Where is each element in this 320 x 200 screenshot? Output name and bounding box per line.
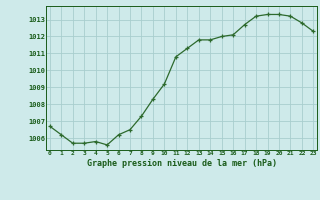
X-axis label: Graphe pression niveau de la mer (hPa): Graphe pression niveau de la mer (hPa)	[87, 159, 276, 168]
